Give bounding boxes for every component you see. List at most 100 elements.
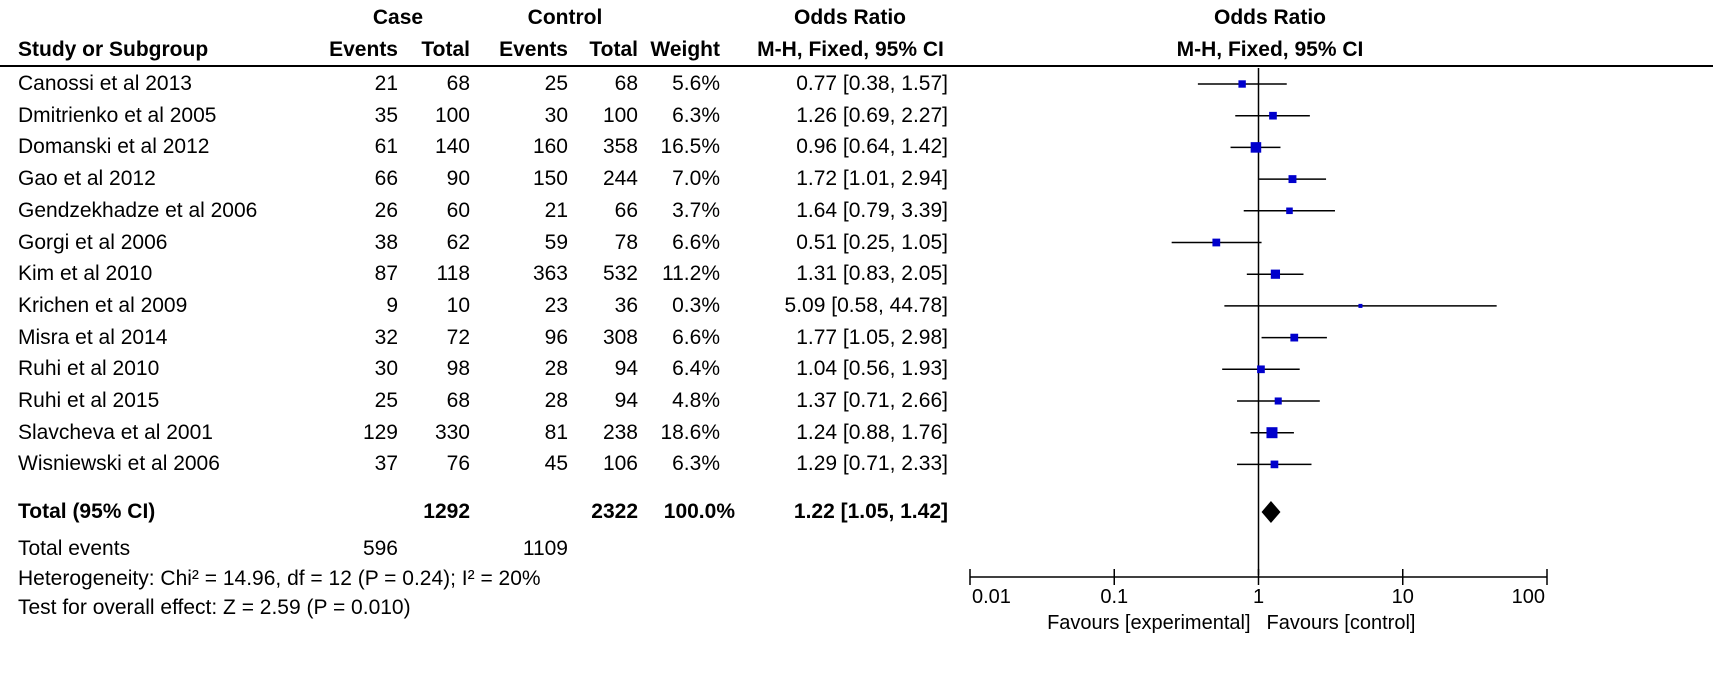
case-total: 98 bbox=[446, 357, 470, 381]
control-total: 100 bbox=[602, 103, 638, 127]
ci-text: 1.77 [1.05, 2.98] bbox=[796, 325, 948, 349]
study-name: Gendzekhadze et al 2006 bbox=[18, 198, 258, 222]
total-events-case: 596 bbox=[362, 537, 398, 560]
case-total-header: Total bbox=[421, 38, 470, 61]
case-events: 38 bbox=[374, 230, 398, 254]
ci-text: 1.64 [0.79, 3.39] bbox=[796, 198, 948, 222]
case-total: 100 bbox=[434, 103, 470, 127]
control-total: 358 bbox=[602, 135, 638, 159]
case-events: 35 bbox=[374, 103, 398, 127]
control-total: 238 bbox=[602, 420, 638, 444]
case-total: 330 bbox=[434, 420, 470, 444]
weight-header: Weight bbox=[650, 38, 720, 61]
control-events: 45 bbox=[544, 452, 568, 476]
study-name: Kim et al 2010 bbox=[18, 262, 153, 286]
study-name: Gao et al 2012 bbox=[18, 167, 156, 191]
case-total: 60 bbox=[446, 198, 470, 222]
case-events: 61 bbox=[374, 135, 398, 159]
effect-square bbox=[1358, 303, 1363, 308]
effect-square bbox=[1257, 365, 1265, 374]
control-group-header: Control bbox=[527, 6, 603, 29]
weight: 6.3% bbox=[672, 452, 720, 476]
total-events-control: 1109 bbox=[522, 537, 568, 560]
study-name: Dmitrienko et al 2005 bbox=[18, 103, 217, 127]
control-events-header: Events bbox=[499, 38, 568, 61]
effect-square bbox=[1290, 333, 1299, 342]
ci-text: 1.29 [0.71, 2.33] bbox=[796, 452, 948, 476]
case-group-header: Case bbox=[372, 6, 424, 29]
ci-text: 1.37 [0.71, 2.66] bbox=[796, 389, 948, 412]
control-total: 66 bbox=[614, 198, 638, 222]
total-case-n: 1292 bbox=[423, 500, 470, 523]
effect-square bbox=[1212, 238, 1221, 247]
control-total: 308 bbox=[602, 325, 638, 349]
x-tick-label: 0.01 bbox=[972, 586, 1011, 608]
ci-text: 0.96 [0.64, 1.42] bbox=[796, 135, 948, 159]
effect-square bbox=[1238, 80, 1246, 88]
study-column-header: Study or Subgroup bbox=[18, 38, 209, 61]
study-name: Domanski et al 2012 bbox=[18, 135, 210, 159]
case-events: 32 bbox=[374, 325, 398, 349]
total-weight: 100.0% bbox=[663, 500, 735, 523]
weight: 0.3% bbox=[672, 293, 720, 317]
method-table-header: M-H, Fixed, 95% CI bbox=[757, 38, 944, 61]
ci-text: 0.77 [0.38, 1.57] bbox=[796, 72, 948, 95]
x-tick-label: 100 bbox=[1512, 586, 1545, 608]
ci-text: 1.26 [0.69, 2.27] bbox=[796, 103, 948, 127]
effect-square bbox=[1286, 207, 1293, 215]
favours-right-label: Favours [control] bbox=[1267, 612, 1416, 634]
control-total: 94 bbox=[614, 357, 638, 381]
case-total: 62 bbox=[446, 230, 470, 254]
control-total: 106 bbox=[602, 452, 638, 476]
header-rule bbox=[0, 65, 1713, 67]
ci-text: 5.09 [0.58, 44.78] bbox=[784, 293, 948, 317]
weight: 16.5% bbox=[660, 135, 720, 159]
effect-square bbox=[1270, 460, 1279, 469]
control-events: 21 bbox=[544, 198, 568, 222]
case-events: 30 bbox=[374, 357, 398, 381]
control-events: 28 bbox=[544, 357, 568, 381]
control-total: 244 bbox=[602, 167, 638, 191]
case-events: 25 bbox=[374, 389, 398, 412]
case-total: 118 bbox=[436, 262, 470, 286]
case-total: 68 bbox=[446, 72, 470, 95]
control-events: 81 bbox=[544, 420, 568, 444]
x-tick-label: 10 bbox=[1392, 586, 1414, 608]
case-events: 21 bbox=[374, 72, 398, 95]
case-events: 66 bbox=[374, 167, 398, 191]
ci-text: 0.51 [0.25, 1.05] bbox=[796, 230, 948, 254]
weight: 7.0% bbox=[672, 167, 720, 191]
control-events: 363 bbox=[532, 262, 568, 286]
control-total-header: Total bbox=[589, 38, 638, 61]
case-events: 9 bbox=[386, 293, 398, 317]
control-events: 25 bbox=[544, 72, 568, 95]
case-events: 26 bbox=[374, 198, 398, 222]
favours-left-label: Favours [experimental] bbox=[1047, 612, 1250, 634]
weight: 3.7% bbox=[672, 198, 720, 222]
weight: 6.3% bbox=[672, 103, 720, 127]
odds-ratio-table-header: Odds Ratio bbox=[793, 6, 906, 29]
total-ci-text: 1.22 [1.05, 1.42] bbox=[793, 500, 948, 523]
control-total: 36 bbox=[614, 293, 638, 317]
method-plot-header: M-H, Fixed, 95% CI bbox=[1176, 38, 1364, 61]
study-name: Gorgi et al 2006 bbox=[18, 230, 168, 254]
control-total: 532 bbox=[602, 262, 638, 286]
ci-text: 1.24 [0.88, 1.76] bbox=[796, 420, 948, 444]
control-events: 96 bbox=[544, 325, 568, 349]
weight: 6.4% bbox=[672, 357, 720, 381]
study-name: Misra et al 2014 bbox=[18, 325, 168, 349]
weight: 6.6% bbox=[672, 230, 720, 254]
control-events: 30 bbox=[544, 103, 568, 127]
x-tick-label: 1 bbox=[1253, 586, 1264, 608]
case-total: 72 bbox=[446, 325, 470, 349]
effect-square bbox=[1288, 175, 1297, 184]
effect-square bbox=[1266, 427, 1278, 439]
total-label: Total (95% CI) bbox=[18, 500, 156, 523]
control-total: 78 bbox=[614, 230, 638, 254]
case-total: 10 bbox=[446, 293, 470, 317]
ci-text: 1.04 [0.56, 1.93] bbox=[796, 357, 948, 381]
study-name: Ruhi et al 2015 bbox=[18, 389, 160, 412]
case-events-header: Events bbox=[329, 38, 398, 61]
case-events: 37 bbox=[374, 452, 398, 476]
